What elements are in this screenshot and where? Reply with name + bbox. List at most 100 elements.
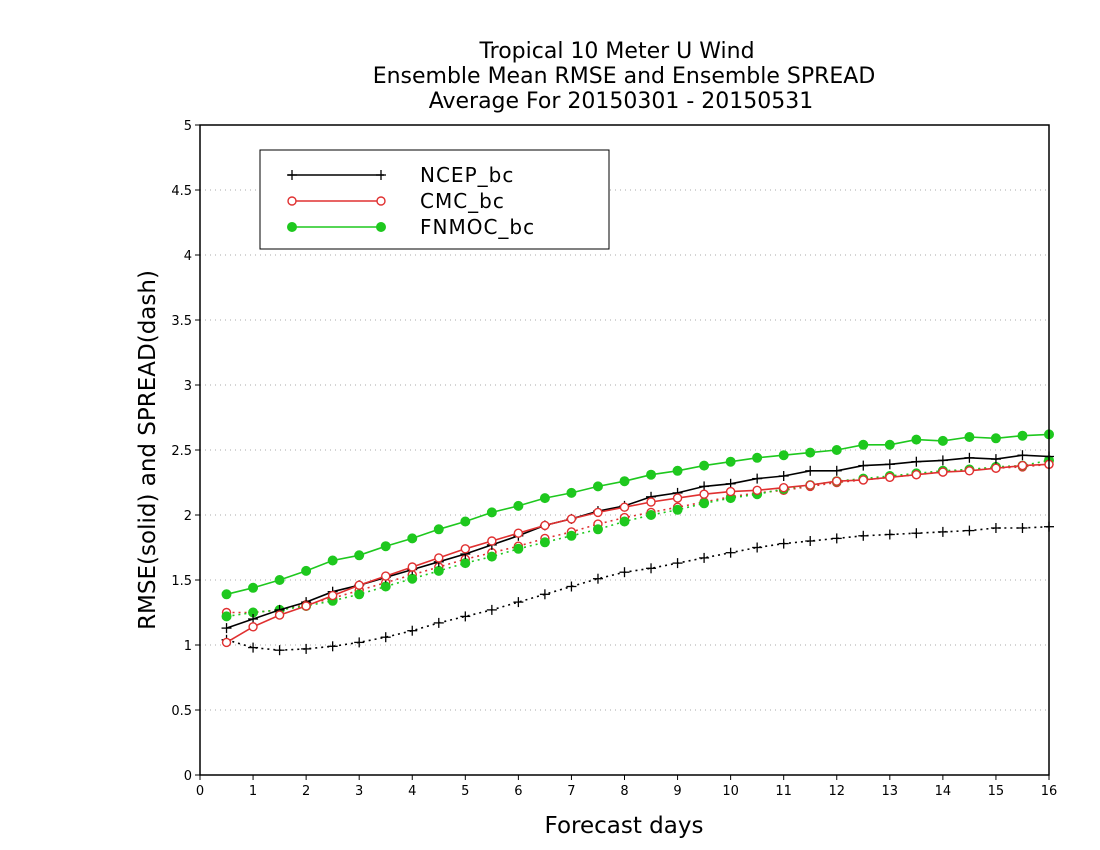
data-point-cmc-bc-rmse bbox=[487, 536, 497, 546]
data-point-cmc-bc-rmse bbox=[672, 493, 683, 503]
data-point-cmc-bc-rmse bbox=[593, 507, 603, 518]
data-point-ncep-bc-spread bbox=[911, 528, 922, 539]
data-point-cmc-bc-rmse bbox=[964, 466, 975, 476]
series-line-ncep-bc-spread bbox=[226, 525, 1050, 652]
data-point-fnmoc-bc-rmse bbox=[539, 493, 550, 504]
title-line-1: Tropical 10 Meter U Wind bbox=[478, 39, 754, 64]
data-point-ncep-bc-spread bbox=[778, 538, 789, 549]
data-point-fnmoc-bc-spread bbox=[566, 530, 577, 541]
data-point-cmc-bc-rmse bbox=[885, 472, 895, 482]
y-tick-label: 3 bbox=[184, 379, 192, 394]
data-point-cmc-bc-rmse bbox=[274, 610, 285, 620]
data-point-fnmoc-bc-rmse bbox=[274, 575, 285, 585]
legend-marker-ncep-bc bbox=[376, 170, 386, 180]
data-point-fnmoc-bc-rmse bbox=[513, 500, 524, 511]
legend-label-fnmoc-bc: FNMOC_bc bbox=[420, 215, 535, 239]
data-point-ncep-bc-spread bbox=[460, 611, 471, 622]
data-point-ncep-bc-rmse bbox=[805, 465, 816, 476]
y-tick-label: 4.5 bbox=[171, 184, 192, 199]
data-point-fnmoc-bc-rmse bbox=[433, 524, 444, 535]
legend-marker-cmc-bc bbox=[376, 196, 386, 206]
data-point-fnmoc-bc-spread bbox=[513, 543, 524, 554]
data-point-ncep-bc-spread bbox=[407, 625, 418, 636]
data-point-fnmoc-bc-rmse bbox=[301, 565, 312, 576]
data-point-cmc-bc-rmse bbox=[540, 520, 550, 531]
data-point-fnmoc-bc-rmse bbox=[619, 476, 630, 487]
data-point-fnmoc-bc-spread bbox=[592, 524, 603, 535]
data-point-fnmoc-bc-rmse bbox=[778, 450, 789, 461]
data-point-ncep-bc-spread bbox=[566, 581, 577, 592]
title-line-3: Average For 20150301 - 20150531 bbox=[429, 89, 814, 114]
data-point-ncep-bc-spread bbox=[699, 552, 710, 563]
y-tick-label: 1 bbox=[184, 639, 192, 654]
data-point-fnmoc-bc-rmse bbox=[964, 432, 975, 442]
data-point-fnmoc-bc-rmse bbox=[221, 589, 232, 600]
x-tick-label: 8 bbox=[620, 784, 628, 799]
data-point-fnmoc-bc-spread bbox=[619, 516, 630, 527]
data-point-fnmoc-bc-rmse bbox=[327, 555, 338, 566]
x-tick-label: 3 bbox=[355, 784, 363, 799]
data-point-cmc-bc-rmse bbox=[434, 553, 444, 563]
data-point-fnmoc-bc-spread bbox=[433, 565, 444, 576]
x-tick-label: 6 bbox=[514, 784, 522, 799]
series-line-cmc-bc-spread bbox=[226, 463, 1050, 614]
data-point-ncep-bc-spread bbox=[805, 536, 816, 546]
series-line-fnmoc-bc-rmse bbox=[226, 433, 1050, 596]
data-point-ncep-bc-spread bbox=[884, 529, 895, 540]
x-tick-label: 2 bbox=[302, 784, 310, 799]
data-point-fnmoc-bc-rmse bbox=[566, 487, 577, 498]
data-point-fnmoc-bc-spread bbox=[539, 537, 550, 548]
y-tick-label: 3.5 bbox=[171, 314, 192, 329]
data-point-ncep-bc-rmse bbox=[964, 452, 975, 463]
data-point-ncep-bc-rmse bbox=[937, 455, 948, 466]
data-point-cmc-bc-rmse bbox=[513, 528, 524, 538]
legend-marker-cmc-bc bbox=[287, 196, 297, 206]
data-point-cmc-bc-rmse bbox=[566, 514, 577, 524]
data-point-ncep-bc-spread bbox=[433, 617, 444, 628]
data-point-cmc-bc-rmse bbox=[805, 480, 815, 490]
legend-box bbox=[259, 149, 610, 250]
data-point-fnmoc-bc-rmse bbox=[248, 582, 259, 593]
data-point-fnmoc-bc-rmse bbox=[592, 481, 603, 492]
data-point-cmc-bc-rmse bbox=[619, 502, 630, 512]
x-tick-label: 11 bbox=[775, 784, 792, 799]
data-point-fnmoc-bc-spread bbox=[699, 498, 710, 509]
data-point-fnmoc-bc-rmse bbox=[884, 439, 895, 450]
data-point-ncep-bc-rmse bbox=[884, 459, 895, 470]
rmse-lines bbox=[221, 429, 1054, 648]
legend-marker-fnmoc-bc bbox=[287, 222, 297, 232]
y-tick-label: 4 bbox=[184, 249, 192, 264]
data-point-fnmoc-bc-rmse bbox=[407, 533, 418, 544]
data-point-ncep-bc-spread bbox=[646, 563, 657, 574]
x-axis: 0 1 2 3 4 5 6 7 8 9 10 11 12 13 14 15 16 bbox=[196, 775, 1057, 799]
data-point-fnmoc-bc-rmse bbox=[725, 456, 736, 467]
data-point-cmc-bc-rmse bbox=[327, 590, 338, 601]
data-point-fnmoc-bc-rmse bbox=[380, 541, 391, 552]
data-point-ncep-bc-spread bbox=[725, 547, 736, 558]
data-point-ncep-bc-rmse bbox=[778, 471, 789, 481]
data-point-fnmoc-bc-rmse bbox=[1017, 430, 1028, 441]
data-point-fnmoc-bc-rmse bbox=[699, 460, 710, 471]
data-point-cmc-bc-rmse bbox=[725, 486, 736, 497]
data-point-ncep-bc-spread bbox=[327, 641, 338, 652]
data-point-fnmoc-bc-spread bbox=[672, 504, 683, 515]
x-tick-label: 4 bbox=[408, 784, 416, 799]
data-point-cmc-bc-rmse bbox=[1017, 460, 1028, 471]
data-point-fnmoc-bc-spread bbox=[460, 558, 471, 569]
x-tick-label: 5 bbox=[461, 784, 469, 799]
chart-title: Tropical 10 Meter U Wind Ensemble Mean R… bbox=[373, 39, 876, 114]
data-point-ncep-bc-spread bbox=[380, 632, 391, 643]
data-point-fnmoc-bc-spread bbox=[407, 573, 418, 584]
data-point-fnmoc-bc-rmse bbox=[831, 445, 842, 455]
series-line-ncep-bc-rmse bbox=[226, 454, 1050, 629]
y-axis: 0 0.5 1 1.5 2 2.5 3 3.5 4 4.5 5 bbox=[171, 119, 200, 784]
data-point-cmc-bc-rmse bbox=[752, 485, 762, 495]
title-line-2: Ensemble Mean RMSE and Ensemble SPREAD bbox=[373, 64, 876, 89]
data-point-fnmoc-bc-rmse bbox=[990, 433, 1001, 444]
y-tick-label: 5 bbox=[184, 119, 192, 134]
data-point-ncep-bc-spread bbox=[354, 637, 365, 648]
data-point-fnmoc-bc-spread bbox=[486, 551, 497, 562]
data-point-cmc-bc-rmse bbox=[381, 571, 391, 581]
